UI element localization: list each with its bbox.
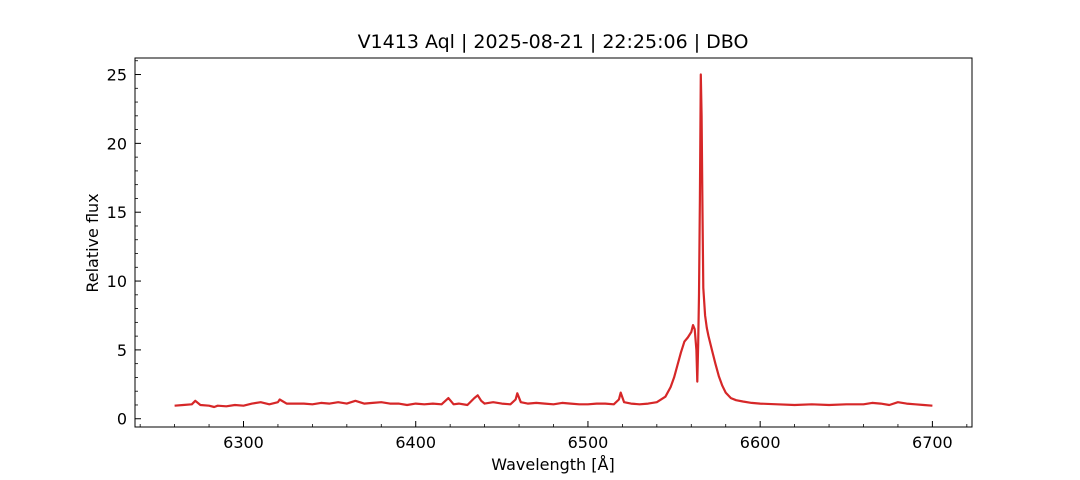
y-tick-label: 15 [107, 203, 127, 222]
x-tick-label: 6400 [395, 433, 436, 452]
y-tick-label: 5 [117, 341, 127, 360]
x-tick-label: 6700 [912, 433, 953, 452]
x-tick-label: 6300 [223, 433, 264, 452]
y-axis-label: Relative flux [83, 193, 102, 292]
plot-frame [134, 57, 973, 428]
y-tick-label: 0 [117, 410, 127, 429]
spectrum-line [174, 73, 933, 409]
x-tick-label: 6500 [568, 433, 609, 452]
axis-ticks: 6300 6400 6500 6600 6700 0 5 10 15 20 25 [107, 60, 968, 452]
y-tick-label: 10 [107, 272, 127, 291]
chart-title: V1413 Aql | 2025-08-21 | 22:25:06 | DBO [358, 31, 749, 53]
y-tick-label: 25 [107, 66, 127, 85]
x-axis-label: Wavelength [Å] [491, 455, 614, 474]
y-tick-label: 20 [107, 134, 127, 153]
x-tick-label: 6600 [740, 433, 781, 452]
